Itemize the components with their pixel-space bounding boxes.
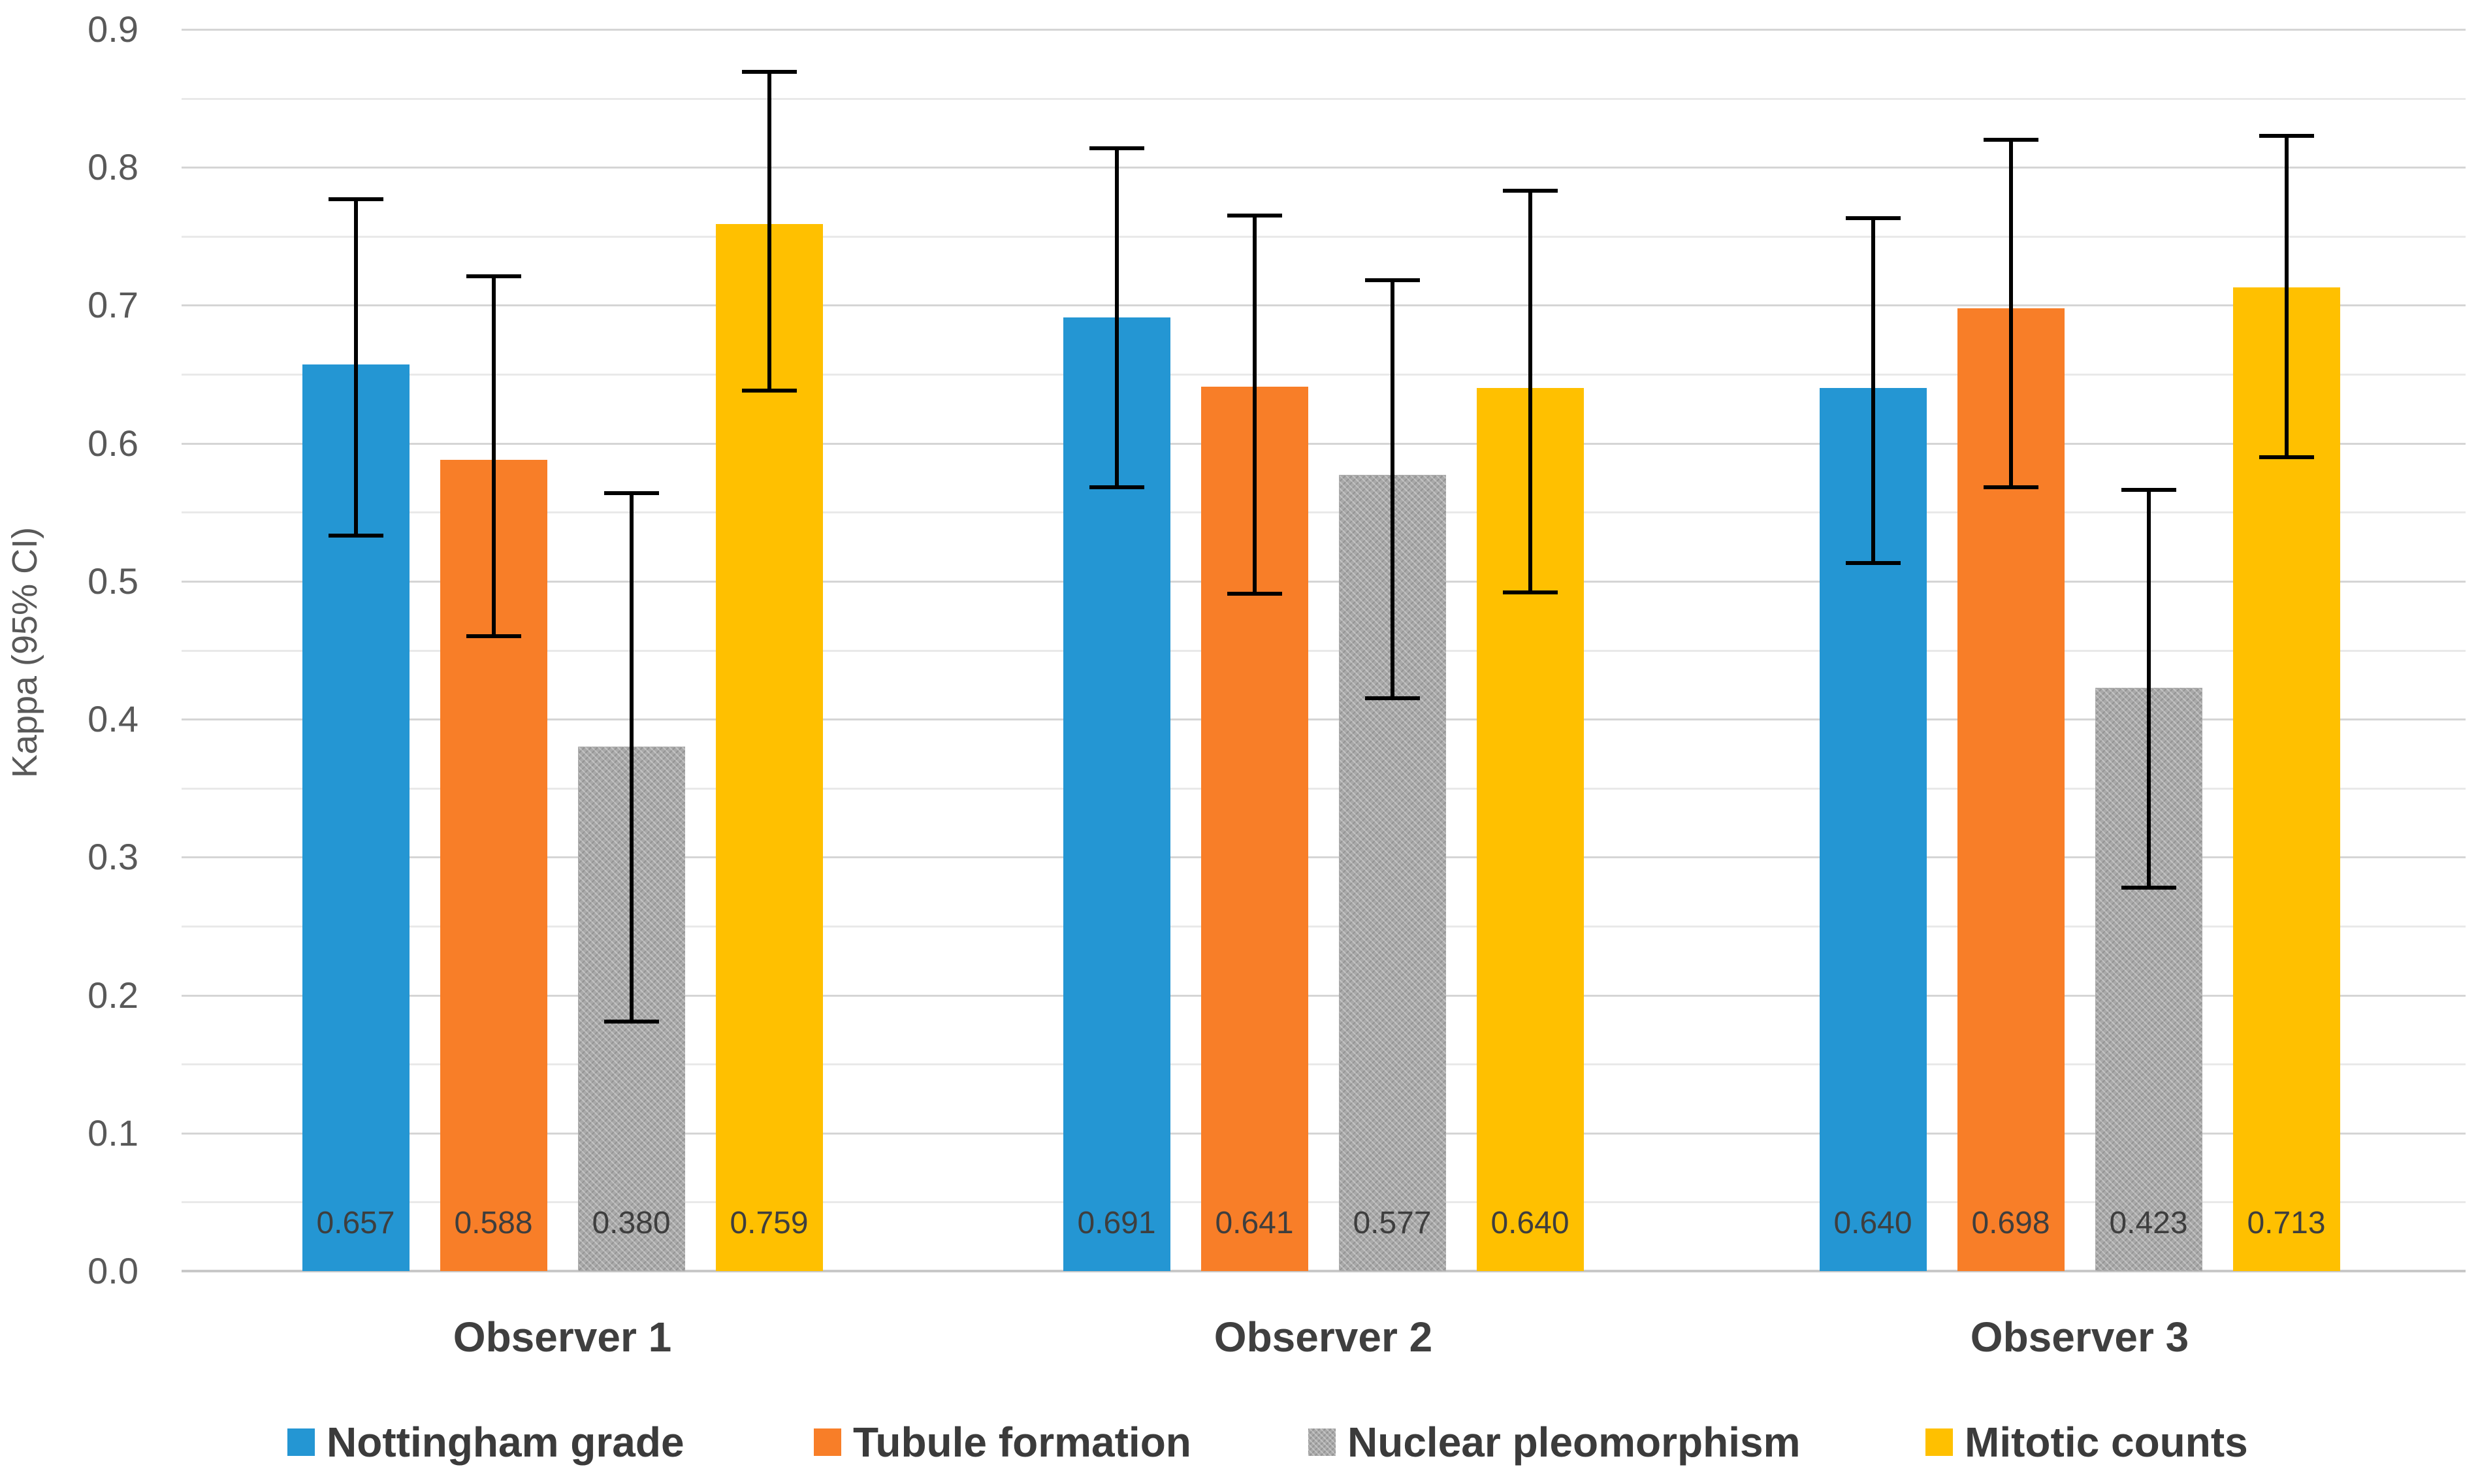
bar-mitotic-counts <box>715 223 823 1271</box>
bar-value-label: 0.691 <box>1077 1206 1156 1240</box>
gridline-minor <box>182 649 2466 652</box>
gridline-major <box>182 994 2466 997</box>
error-bar-cap-top <box>1227 214 1282 218</box>
y-tick-label: 0.1 <box>88 1112 138 1153</box>
bar-value-label: 0.588 <box>454 1206 533 1240</box>
category-label-2: Observer 2 <box>1214 1314 1433 1361</box>
y-tick-label: 0.0 <box>88 1250 138 1291</box>
legend-label-mitotic-counts: Mitotic counts <box>1965 1419 2248 1466</box>
error-bar-cap-bottom <box>2121 885 2176 890</box>
legend-label-nottingham-grade: Nottingham grade <box>327 1419 684 1466</box>
y-tick-label: 0.9 <box>88 8 138 50</box>
category-label-3: Observer 3 <box>1970 1314 2189 1361</box>
error-bar-cap-bottom <box>1364 696 1420 701</box>
error-bar-cap-bottom <box>1227 591 1282 596</box>
error-bar-whisker <box>1252 216 1257 594</box>
error-bar-cap-top <box>1089 146 1144 150</box>
error-bar-whisker <box>2284 135 2289 457</box>
error-bar-whisker <box>1528 191 1532 592</box>
error-bar-cap-bottom <box>1089 485 1144 490</box>
error-bar-cap-top <box>2259 133 2314 138</box>
error-bar-cap-top <box>1983 137 2038 142</box>
error-bar-cap-bottom <box>603 1019 659 1024</box>
gridline-minor <box>182 925 2466 928</box>
error-bar-whisker <box>1114 148 1119 488</box>
bar-value-label: 0.657 <box>316 1206 395 1240</box>
bar-value-label: 0.640 <box>1833 1206 1912 1240</box>
bar-value-label: 0.423 <box>2109 1206 2188 1240</box>
legend-swatch-mitotic-counts <box>1925 1428 1953 1456</box>
error-bar-cap-top <box>328 197 383 201</box>
x-axis-line <box>182 1270 2466 1272</box>
gridline-minor <box>182 374 2466 376</box>
error-bar-cap-bottom <box>1983 485 2038 490</box>
bar-value-label: 0.698 <box>1971 1206 2050 1240</box>
bar-value-label: 0.577 <box>1353 1206 1432 1240</box>
gridline-minor <box>182 235 2466 238</box>
error-bar-whisker <box>2008 139 2013 488</box>
gridline-major <box>182 167 2466 169</box>
error-bar-cap-top <box>603 491 659 495</box>
error-bar-whisker <box>767 72 771 391</box>
error-bar-whisker <box>1871 218 1875 564</box>
y-tick-label: 0.2 <box>88 974 138 1016</box>
y-tick-label: 0.4 <box>88 698 138 740</box>
gridline-major <box>182 1132 2466 1135</box>
legend-swatch-nuclear-pleomorphism <box>1308 1428 1336 1456</box>
category-label-1: Observer 1 <box>453 1314 672 1361</box>
error-bar-cap-top <box>741 70 797 74</box>
bar-value-label: 0.713 <box>2247 1206 2326 1240</box>
gridline-major <box>182 442 2466 445</box>
error-bar-whisker <box>491 276 496 637</box>
error-bar-cap-bottom <box>1502 590 1558 594</box>
legend-swatch-tubule-formation <box>814 1428 841 1456</box>
bar-value-label: 0.380 <box>592 1206 671 1240</box>
error-bar-whisker <box>1390 280 1394 699</box>
error-bar-cap-bottom <box>2259 455 2314 459</box>
gridline-major <box>182 718 2466 721</box>
bar-value-label: 0.640 <box>1490 1206 1569 1240</box>
error-bar-cap-top <box>1364 278 1420 283</box>
error-bar-whisker <box>629 492 634 1022</box>
error-bar-cap-top <box>1845 216 1901 221</box>
error-bar-cap-bottom <box>328 534 383 538</box>
bar-value-label: 0.759 <box>730 1206 809 1240</box>
bar-value-label: 0.641 <box>1215 1206 1294 1240</box>
gridline-major <box>182 304 2466 307</box>
legend-swatch-nottingham-grade <box>287 1428 315 1456</box>
error-bar-whisker <box>353 199 358 536</box>
y-tick-label: 0.6 <box>88 422 138 464</box>
y-tick-label: 0.7 <box>88 284 138 326</box>
error-bar-cap-top <box>1502 189 1558 193</box>
error-bar-whisker <box>2146 490 2151 888</box>
y-axis-title: Kappa (95% CI) <box>5 526 44 779</box>
gridline-minor <box>182 511 2466 514</box>
y-tick-label: 0.3 <box>88 836 138 878</box>
gridline-minor <box>182 97 2466 100</box>
error-bar-cap-top <box>466 274 521 279</box>
error-bar-cap-top <box>2121 488 2176 492</box>
gridline-minor <box>182 787 2466 790</box>
y-tick-label: 0.8 <box>88 146 138 188</box>
legend-label-tubule-formation: Tubule formation <box>853 1419 1191 1466</box>
error-bar-cap-bottom <box>741 389 797 393</box>
error-bar-cap-bottom <box>466 634 521 639</box>
gridline-major <box>182 580 2466 583</box>
y-tick-label: 0.5 <box>88 560 138 602</box>
gridline-minor <box>182 1063 2466 1066</box>
legend-label-nuclear-pleomorphism: Nuclear pleomorphism <box>1347 1419 1801 1466</box>
gridline-minor <box>182 1201 2466 1204</box>
gridline-major <box>182 856 2466 859</box>
error-bar-cap-bottom <box>1845 561 1901 566</box>
gridline-major <box>182 29 2466 31</box>
